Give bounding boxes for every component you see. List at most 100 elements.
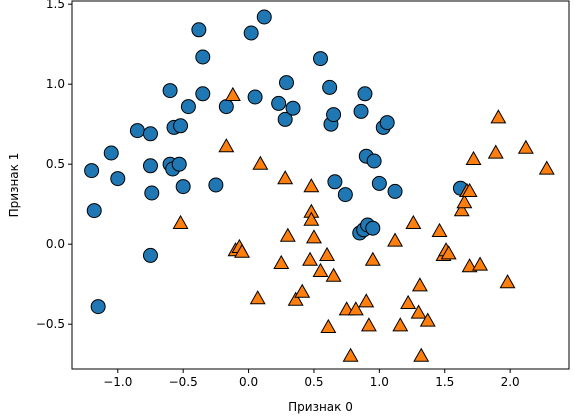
data-point-triangle: [400, 294, 417, 309]
y-tick-label: 1.5: [46, 0, 65, 11]
data-point-triangle: [499, 274, 516, 289]
data-point-circle: [278, 75, 294, 91]
data-point-circle: [162, 83, 178, 99]
data-point-triangle: [249, 290, 266, 305]
data-point-triangle: [461, 182, 478, 197]
data-point-circle: [387, 183, 403, 199]
x-axis-label: Признак 0: [288, 400, 353, 414]
data-point-triangle: [302, 251, 319, 266]
data-point-triangle: [342, 347, 359, 362]
data-point-triangle: [387, 232, 404, 247]
x-tick-label: −1.0: [103, 375, 132, 389]
data-point-circle: [84, 163, 100, 179]
series-1: [84, 9, 468, 315]
data-point-circle: [195, 86, 211, 102]
data-point-circle: [208, 177, 224, 193]
data-point-circle: [371, 175, 387, 191]
data-point-circle: [191, 22, 207, 38]
data-point-triangle: [234, 243, 251, 258]
data-point-circle: [173, 118, 189, 134]
data-point-triangle: [465, 150, 482, 165]
data-point-triangle: [392, 317, 409, 332]
data-point-triangle: [487, 144, 504, 159]
data-point-triangle: [490, 109, 507, 124]
data-point-triangle: [358, 293, 375, 308]
y-tick-label: 0.0: [46, 237, 65, 251]
data-point-circle: [180, 99, 196, 115]
data-point-triangle: [252, 155, 269, 170]
data-point-triangle: [440, 245, 457, 260]
series-2: [172, 86, 555, 362]
data-point-triangle: [456, 194, 473, 209]
data-point-triangle: [218, 138, 235, 153]
y-tick-label: 1.0: [46, 77, 65, 91]
data-point-circle: [277, 111, 293, 127]
data-point-triangle: [461, 258, 478, 273]
y-axis-label: Признак 1: [7, 153, 21, 218]
x-axis: −1.0 −0.5 0.0 0.5 1.0 1.5 2.0: [103, 369, 520, 389]
x-tick-label: 1.0: [370, 375, 389, 389]
data-point-triangle: [172, 214, 189, 229]
data-point-triangle: [325, 267, 342, 282]
data-point-triangle: [312, 262, 329, 277]
data-point-circle: [313, 51, 328, 67]
data-point-circle: [175, 179, 191, 195]
data-point-triangle: [273, 254, 290, 269]
data-point-triangle: [279, 227, 296, 242]
data-point-triangle: [538, 160, 555, 175]
data-point-triangle: [364, 251, 381, 266]
x-tick-label: −0.5: [169, 375, 198, 389]
data-point-triangle: [320, 318, 337, 333]
x-tick-label: 0.0: [239, 375, 258, 389]
data-point-triangle: [431, 222, 448, 237]
data-point-circle: [326, 107, 342, 123]
data-point-circle: [142, 158, 158, 174]
y-tick-label: −0.5: [36, 317, 65, 331]
data-point-circle: [337, 187, 353, 203]
data-point-circle: [142, 126, 158, 142]
data-point-triangle: [517, 139, 534, 154]
data-point-circle: [218, 99, 234, 115]
data-point-triangle: [277, 170, 294, 185]
data-point-triangle: [405, 214, 422, 229]
data-point-circle: [171, 156, 187, 172]
data-point-triangle: [360, 317, 377, 332]
data-point-circle: [129, 123, 145, 139]
data-point-triangle: [411, 277, 428, 292]
data-point-triangle: [472, 256, 489, 271]
data-point-circle: [142, 247, 158, 263]
data-point-triangle: [453, 202, 470, 217]
data-point-circle: [256, 9, 272, 25]
data-point-circle: [247, 89, 263, 105]
data-point-triangle: [287, 291, 304, 306]
data-point-circle: [195, 49, 211, 65]
x-tick-label: 2.0: [501, 375, 520, 389]
data-point-circle: [90, 299, 106, 315]
plot-frame: [71, 0, 570, 370]
data-point-circle: [110, 171, 126, 187]
data-point-triangle: [224, 86, 241, 101]
data-point-triangle: [305, 229, 322, 244]
data-point-triangle: [319, 246, 336, 261]
data-point-circle: [366, 153, 382, 169]
data-point-circle: [144, 185, 160, 201]
data-point-circle: [322, 79, 338, 95]
data-point-circle: [243, 25, 259, 41]
data-point-triangle: [410, 304, 427, 319]
data-point-triangle: [347, 301, 364, 316]
x-tick-label: 1.5: [435, 375, 454, 389]
data-point-triangle: [419, 312, 436, 327]
data-point-triangle: [294, 283, 311, 298]
plot-points: [84, 9, 555, 362]
data-point-circle: [86, 203, 102, 219]
y-axis: −0.5 0.0 0.5 1.0 1.5: [36, 0, 72, 331]
data-point-triangle: [303, 178, 320, 193]
data-point-circle: [327, 174, 343, 190]
data-point-circle: [353, 103, 369, 119]
data-point-circle: [365, 220, 381, 236]
data-point-circle: [357, 86, 373, 102]
data-point-circle: [379, 115, 395, 131]
data-point-circle: [103, 145, 119, 161]
data-point-circle: [285, 100, 301, 116]
